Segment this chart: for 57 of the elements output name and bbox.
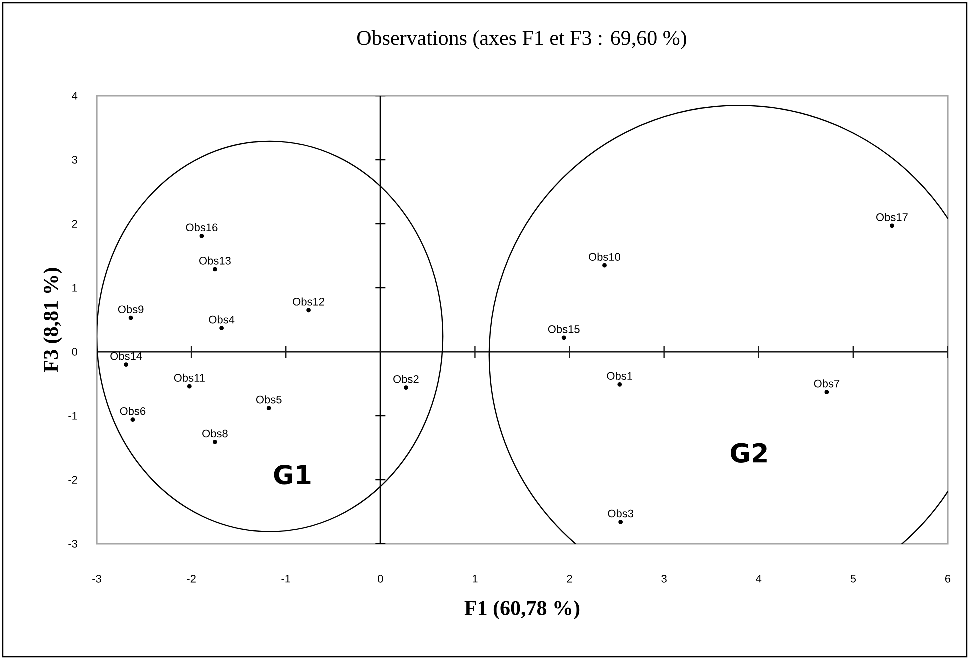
x-tick-label: -1 [282,575,290,583]
point [618,520,624,524]
x-tick-label: 0 [378,575,384,583]
data-label: Obs2 [394,375,419,384]
data-label: Obs15 [548,325,580,334]
point [306,308,311,313]
point [602,263,607,268]
y-tick-label: 3 [72,156,78,164]
data-label: Obs12 [293,298,324,306]
x-axis-title: F1 (60,78 %) [464,600,580,620]
x-tick-label: 2 [567,575,572,583]
data-label: Obs8 [202,430,228,438]
point [890,224,894,228]
point [220,326,224,331]
x-tick-label: 1 [473,575,478,583]
data-label: Obs1 [607,372,632,380]
point [187,384,192,389]
point [128,316,134,320]
y-tick-label: 1 [72,284,78,292]
point [130,418,136,422]
point [266,406,272,411]
point [562,336,566,340]
data-label: Obs13 [200,256,231,265]
data-label: Obs4 [209,316,235,324]
x-tick-label: -3 [92,575,102,583]
y-tick-label: 2 [72,220,78,228]
y-tick-label: -2 [68,476,78,484]
x-tick-label: 3 [662,575,667,583]
annotation: G1 [274,465,311,485]
data-label: Obs6 [120,407,146,416]
point [212,440,218,444]
y-tick-label: -3 [68,540,78,548]
point [618,382,622,387]
point [124,362,129,367]
y-tick-label: 4 [72,92,78,100]
annotation: G2 [730,443,767,463]
data-label: Obs10 [589,252,621,261]
y-tick-label: 0 [72,348,78,356]
point [404,386,408,390]
chart-title: Observations (axes F1 et F3 : 69,60 %) [358,30,686,50]
y-tick-label: -1 [68,412,78,420]
data-label: Obs7 [814,380,840,388]
x-tick-label: -2 [187,575,196,583]
data-label: Obs16 [186,223,218,232]
data-label: Obs5 [256,396,282,404]
x-tick-label: 5 [850,575,856,583]
y-axis-title: F3 (8,81 %) [43,268,62,372]
x-tick-label: 4 [756,575,762,583]
point [824,390,830,395]
data-label: Obs11 [174,374,205,382]
data-label: Obs17 [876,213,908,222]
x-tick-label: 6 [945,575,951,583]
data-label: Obs14 [110,352,142,360]
data-label: Obs3 [608,510,634,518]
point [212,267,218,272]
data-label: Obs9 [118,305,144,314]
point [200,234,204,238]
